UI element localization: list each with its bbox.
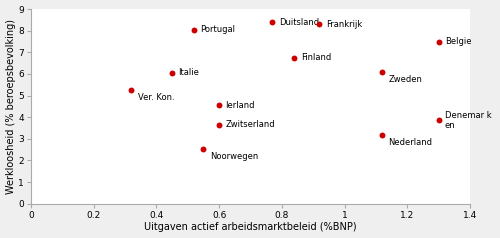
Y-axis label: Werkloosheid (% beroepsbevolking): Werkloosheid (% beroepsbevolking) [6,19,16,194]
Text: Ver. Kon.: Ver. Kon. [138,93,174,102]
Text: Finland: Finland [300,53,331,62]
Point [290,56,298,60]
Point [316,22,324,26]
Text: Ierland: Ierland [226,101,255,110]
Point [200,147,207,150]
Text: Zwitserland: Zwitserland [226,120,275,129]
Point [215,123,223,127]
Text: Italie: Italie [178,68,200,77]
Text: Frankrijk: Frankrijk [326,20,362,29]
Point [190,28,198,31]
Text: Zweden: Zweden [388,75,422,84]
Text: Duitsland: Duitsland [278,18,319,26]
Text: Noorwegen: Noorwegen [210,152,258,161]
Point [268,20,276,24]
Point [434,119,442,122]
Point [215,103,223,107]
Point [168,71,176,75]
Point [378,133,386,136]
Text: Belgie: Belgie [445,37,471,46]
Point [128,88,136,92]
Point [378,70,386,74]
Text: Portugal: Portugal [200,25,235,34]
X-axis label: Uitgaven actief arbeidsmarktbeleid (%BNP): Uitgaven actief arbeidsmarktbeleid (%BNP… [144,223,357,233]
Point [434,40,442,43]
Text: Denemar k
en: Denemar k en [445,111,492,130]
Text: Nederland: Nederland [388,138,432,147]
